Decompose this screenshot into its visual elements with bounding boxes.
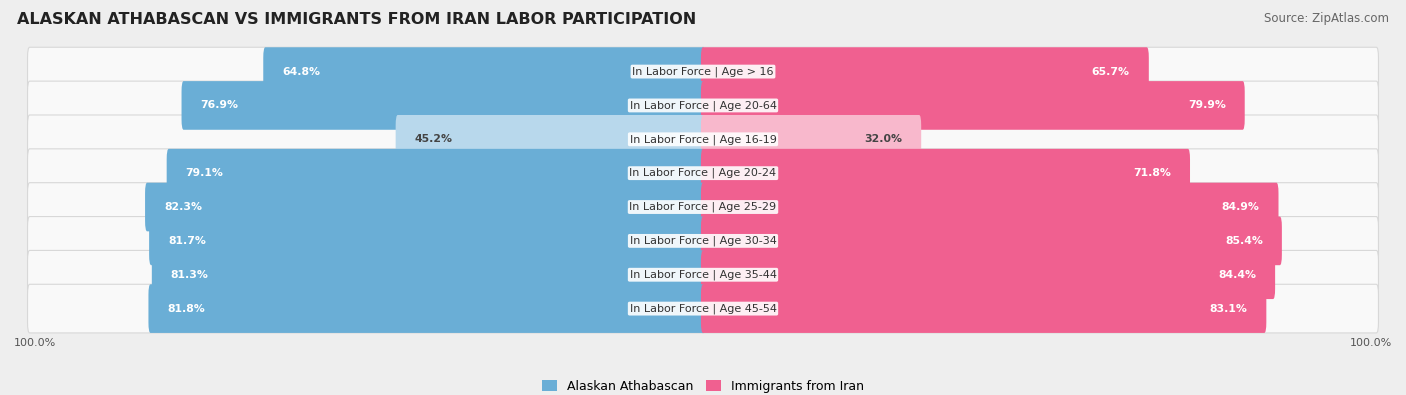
Text: 85.4%: 85.4% [1225, 236, 1263, 246]
Text: In Labor Force | Age 35-44: In Labor Force | Age 35-44 [630, 269, 776, 280]
Text: 45.2%: 45.2% [415, 134, 453, 144]
FancyBboxPatch shape [702, 149, 1378, 198]
Text: In Labor Force | Age 45-54: In Labor Force | Age 45-54 [630, 303, 776, 314]
Text: 81.8%: 81.8% [167, 304, 205, 314]
FancyBboxPatch shape [152, 250, 704, 299]
FancyBboxPatch shape [702, 81, 1244, 130]
Legend: Alaskan Athabascan, Immigrants from Iran: Alaskan Athabascan, Immigrants from Iran [537, 375, 869, 395]
Text: 76.9%: 76.9% [201, 100, 239, 111]
FancyBboxPatch shape [145, 183, 704, 231]
FancyBboxPatch shape [167, 149, 704, 198]
Text: 32.0%: 32.0% [865, 134, 903, 144]
Text: 79.1%: 79.1% [186, 168, 224, 178]
Text: In Labor Force | Age 20-64: In Labor Force | Age 20-64 [630, 100, 776, 111]
FancyBboxPatch shape [28, 284, 704, 333]
Text: 81.7%: 81.7% [169, 236, 205, 246]
FancyBboxPatch shape [702, 115, 1378, 164]
FancyBboxPatch shape [702, 284, 1378, 333]
Text: In Labor Force | Age > 16: In Labor Force | Age > 16 [633, 66, 773, 77]
FancyBboxPatch shape [28, 115, 704, 164]
Text: In Labor Force | Age 30-34: In Labor Force | Age 30-34 [630, 236, 776, 246]
FancyBboxPatch shape [702, 284, 1267, 333]
Text: In Labor Force | Age 25-29: In Labor Force | Age 25-29 [630, 202, 776, 212]
FancyBboxPatch shape [702, 183, 1378, 231]
FancyBboxPatch shape [702, 47, 1149, 96]
FancyBboxPatch shape [395, 115, 704, 164]
FancyBboxPatch shape [702, 216, 1378, 265]
FancyBboxPatch shape [28, 183, 704, 231]
FancyBboxPatch shape [28, 47, 704, 96]
FancyBboxPatch shape [702, 115, 921, 164]
FancyBboxPatch shape [181, 81, 704, 130]
FancyBboxPatch shape [28, 216, 704, 265]
Text: In Labor Force | Age 20-24: In Labor Force | Age 20-24 [630, 168, 776, 179]
Text: 71.8%: 71.8% [1133, 168, 1171, 178]
Text: 64.8%: 64.8% [283, 67, 321, 77]
Text: 100.0%: 100.0% [14, 338, 56, 348]
Text: In Labor Force | Age 16-19: In Labor Force | Age 16-19 [630, 134, 776, 145]
Text: 84.9%: 84.9% [1222, 202, 1260, 212]
Text: 81.3%: 81.3% [170, 270, 208, 280]
FancyBboxPatch shape [28, 149, 704, 198]
FancyBboxPatch shape [702, 216, 1282, 265]
Text: 83.1%: 83.1% [1209, 304, 1247, 314]
Text: 84.4%: 84.4% [1218, 270, 1256, 280]
FancyBboxPatch shape [149, 284, 704, 333]
FancyBboxPatch shape [702, 149, 1189, 198]
FancyBboxPatch shape [702, 250, 1275, 299]
Text: ALASKAN ATHABASCAN VS IMMIGRANTS FROM IRAN LABOR PARTICIPATION: ALASKAN ATHABASCAN VS IMMIGRANTS FROM IR… [17, 12, 696, 27]
FancyBboxPatch shape [702, 47, 1378, 96]
FancyBboxPatch shape [702, 81, 1378, 130]
Text: 100.0%: 100.0% [1350, 338, 1392, 348]
FancyBboxPatch shape [149, 216, 704, 265]
FancyBboxPatch shape [702, 250, 1378, 299]
Text: 79.9%: 79.9% [1188, 100, 1226, 111]
Text: Source: ZipAtlas.com: Source: ZipAtlas.com [1264, 12, 1389, 25]
FancyBboxPatch shape [28, 81, 704, 130]
FancyBboxPatch shape [28, 250, 704, 299]
Text: 65.7%: 65.7% [1092, 67, 1130, 77]
FancyBboxPatch shape [702, 183, 1278, 231]
FancyBboxPatch shape [263, 47, 704, 96]
Text: 82.3%: 82.3% [165, 202, 202, 212]
